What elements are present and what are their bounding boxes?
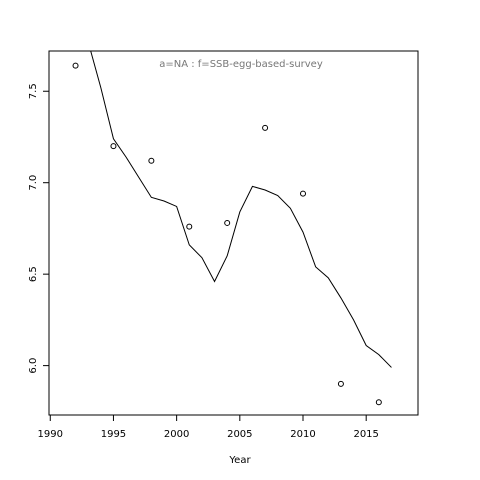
y-tick-label: 6.5 bbox=[28, 266, 39, 282]
data-point bbox=[148, 157, 155, 164]
x-tick-label: 1990 bbox=[38, 429, 63, 440]
x-tick-label: 1995 bbox=[101, 429, 126, 440]
y-tick-label: 6.0 bbox=[28, 358, 39, 374]
data-point bbox=[375, 399, 382, 406]
y-tick-label: 7.0 bbox=[28, 175, 39, 191]
chart-title: a=NA : f=SSB-egg-based-survey bbox=[159, 59, 323, 70]
plot-frame bbox=[48, 50, 419, 416]
x-tick-label: 2010 bbox=[290, 429, 315, 440]
data-point bbox=[186, 223, 193, 230]
y-tick-label: 7.5 bbox=[28, 83, 39, 99]
x-tick-label: 2015 bbox=[353, 429, 378, 440]
data-point bbox=[337, 380, 344, 387]
x-tick-label: 2000 bbox=[164, 429, 189, 440]
data-point bbox=[300, 190, 307, 197]
data-point bbox=[262, 124, 269, 131]
data-point bbox=[110, 143, 117, 150]
data-point bbox=[224, 219, 231, 226]
x-axis-label: Year bbox=[228, 455, 251, 466]
data-line bbox=[90, 51, 392, 368]
x-tick-label: 2005 bbox=[227, 429, 252, 440]
plot-area bbox=[72, 51, 392, 406]
data-point bbox=[72, 62, 79, 69]
